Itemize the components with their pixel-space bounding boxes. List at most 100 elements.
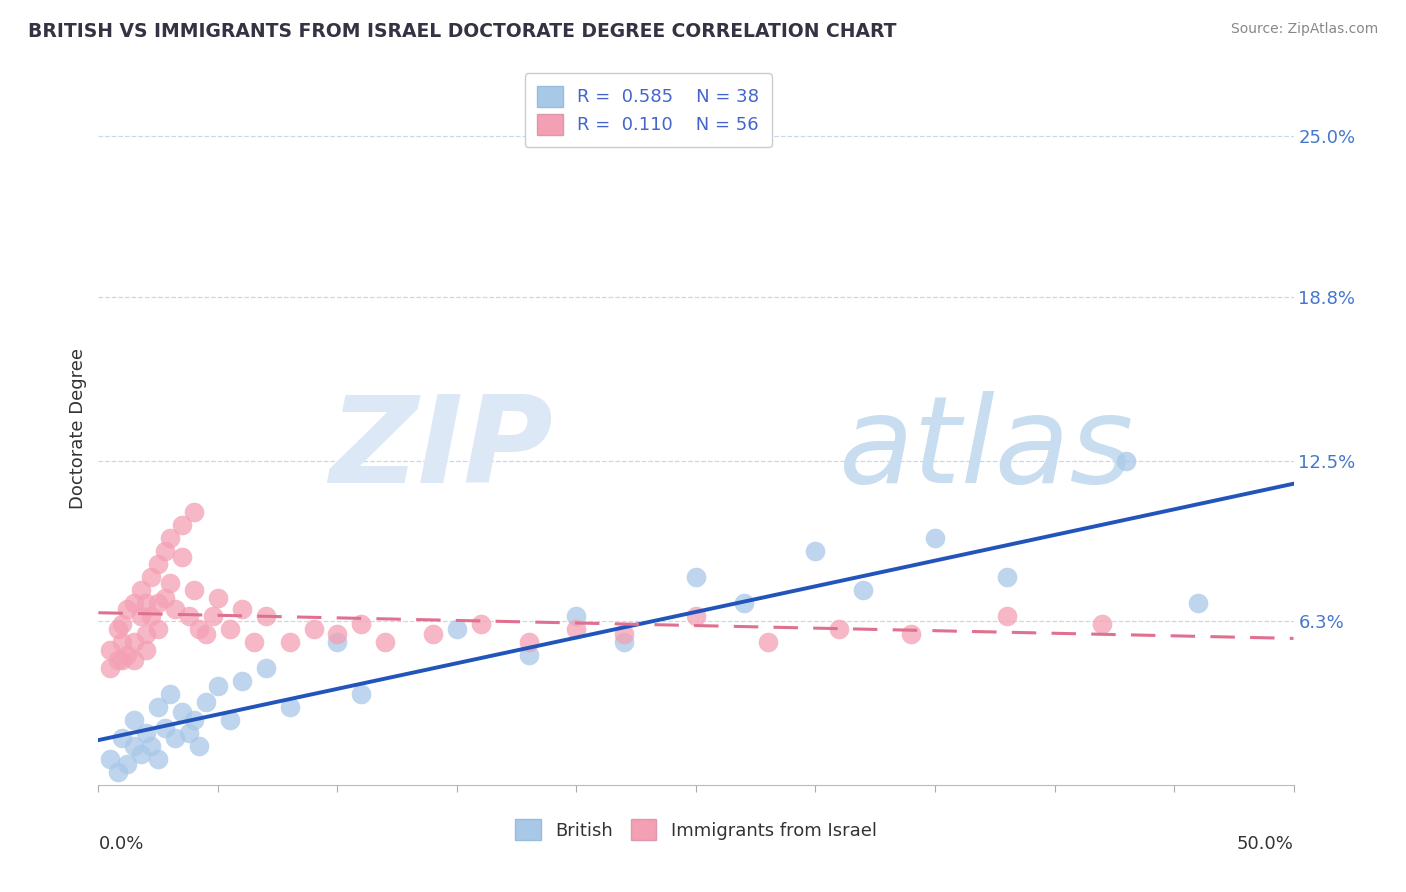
Point xyxy=(183,713,205,727)
Point xyxy=(131,747,153,761)
Point xyxy=(302,622,325,636)
Point xyxy=(187,739,209,753)
Point xyxy=(565,609,588,624)
Point xyxy=(179,609,201,624)
Point xyxy=(374,635,396,649)
Point xyxy=(155,721,177,735)
Point xyxy=(124,635,146,649)
Point xyxy=(326,627,349,641)
Point xyxy=(183,506,205,520)
Point xyxy=(159,575,181,590)
Point xyxy=(187,622,209,636)
Point xyxy=(254,661,277,675)
Point xyxy=(124,596,146,610)
Point xyxy=(254,609,277,624)
Text: ZIP: ZIP xyxy=(329,391,553,508)
Point xyxy=(219,713,242,727)
Point xyxy=(98,661,122,675)
Point xyxy=(163,731,186,746)
Point xyxy=(124,653,146,667)
Point xyxy=(107,764,129,779)
Text: atlas: atlas xyxy=(839,391,1135,508)
Point xyxy=(202,609,225,624)
Point xyxy=(98,643,122,657)
Point xyxy=(231,601,253,615)
Point xyxy=(148,700,170,714)
Point xyxy=(124,739,146,753)
Point xyxy=(172,706,194,720)
Point xyxy=(179,726,201,740)
Point xyxy=(115,601,138,615)
Point xyxy=(107,622,129,636)
Point xyxy=(219,622,242,636)
Point xyxy=(733,596,755,610)
Point xyxy=(517,635,540,649)
Point xyxy=(900,627,922,641)
Point xyxy=(155,544,177,558)
Point xyxy=(1091,617,1114,632)
Point xyxy=(107,653,129,667)
Point xyxy=(135,627,157,641)
Point xyxy=(995,570,1018,584)
Point xyxy=(613,627,636,641)
Point xyxy=(613,635,636,649)
Text: 50.0%: 50.0% xyxy=(1237,835,1294,853)
Point xyxy=(685,609,707,624)
Point xyxy=(159,532,181,546)
Point xyxy=(756,635,779,649)
Point xyxy=(148,596,170,610)
Point xyxy=(517,648,540,663)
Point xyxy=(111,617,134,632)
Point xyxy=(565,622,588,636)
Point xyxy=(135,643,157,657)
Point xyxy=(231,674,253,689)
Point xyxy=(172,549,194,564)
Point xyxy=(183,583,205,598)
Point xyxy=(139,570,162,584)
Point xyxy=(350,687,373,701)
Point xyxy=(163,601,186,615)
Point xyxy=(124,713,146,727)
Point xyxy=(131,609,153,624)
Point xyxy=(350,617,373,632)
Text: Source: ZipAtlas.com: Source: ZipAtlas.com xyxy=(1230,22,1378,37)
Point xyxy=(207,679,229,693)
Point xyxy=(1115,453,1137,467)
Point xyxy=(135,726,157,740)
Point xyxy=(446,622,468,636)
Point xyxy=(804,544,827,558)
Legend: British, Immigrants from Israel: British, Immigrants from Israel xyxy=(508,812,884,847)
Point xyxy=(207,591,229,606)
Point xyxy=(115,648,138,663)
Point xyxy=(278,635,301,649)
Point xyxy=(148,622,170,636)
Point xyxy=(195,627,218,641)
Point xyxy=(148,752,170,766)
Point xyxy=(155,591,177,606)
Y-axis label: Doctorate Degree: Doctorate Degree xyxy=(69,348,87,508)
Point xyxy=(278,700,301,714)
Point xyxy=(243,635,266,649)
Point xyxy=(828,622,851,636)
Point xyxy=(111,731,134,746)
Point xyxy=(326,635,349,649)
Point xyxy=(195,695,218,709)
Point xyxy=(111,635,134,649)
Point xyxy=(470,617,492,632)
Text: BRITISH VS IMMIGRANTS FROM ISRAEL DOCTORATE DEGREE CORRELATION CHART: BRITISH VS IMMIGRANTS FROM ISRAEL DOCTOR… xyxy=(28,22,897,41)
Point xyxy=(148,558,170,572)
Point xyxy=(1187,596,1209,610)
Point xyxy=(135,596,157,610)
Point xyxy=(98,752,122,766)
Point xyxy=(159,687,181,701)
Text: 0.0%: 0.0% xyxy=(98,835,143,853)
Point xyxy=(852,583,875,598)
Point xyxy=(115,757,138,772)
Point xyxy=(685,570,707,584)
Point xyxy=(995,609,1018,624)
Point xyxy=(172,518,194,533)
Point xyxy=(139,609,162,624)
Point xyxy=(924,532,946,546)
Point xyxy=(422,627,444,641)
Point xyxy=(111,653,134,667)
